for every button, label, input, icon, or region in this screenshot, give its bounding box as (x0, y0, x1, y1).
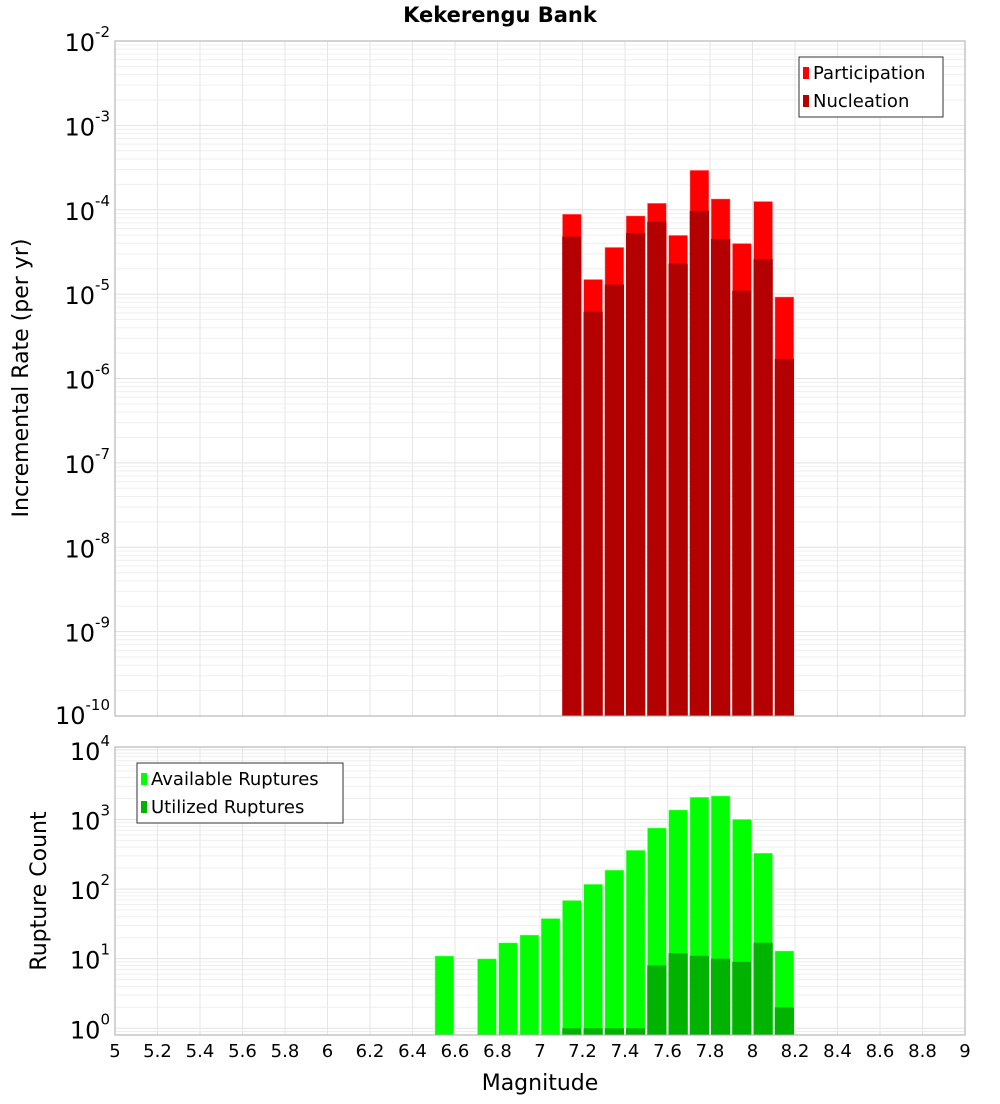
x-tick-label: 7.4 (611, 1041, 640, 1062)
bar-nucleation (604, 284, 624, 716)
y-tick-label: 10-4 (64, 192, 110, 226)
legend-swatch-utilized-ruptures (141, 801, 147, 813)
y-tick-label: 10-9 (64, 614, 110, 648)
x-tick-label: 5.4 (186, 1041, 215, 1062)
bar-nucleation (711, 239, 731, 716)
bar-utilized-ruptures (711, 958, 731, 1035)
x-tick-label: 7.2 (568, 1041, 597, 1062)
plot-border (114, 746, 966, 1036)
legend-box (136, 762, 344, 824)
legend-swatch-participation (803, 67, 809, 79)
bar-available-ruptures (434, 955, 455, 1036)
bar-nucleation (562, 236, 582, 716)
y-tick-label: 10-6 (64, 361, 110, 395)
y-tick-label: 100 (70, 1010, 110, 1044)
x-axis-label: Magnitude (482, 1071, 599, 1096)
bar-available-ruptures (540, 917, 561, 1036)
bar-nucleation (774, 359, 794, 716)
bar-utilized-ruptures (583, 1028, 603, 1035)
bottom-y-axis-label: Rupture Count (27, 811, 52, 971)
bar-utilized-ruptures (647, 965, 667, 1035)
bar-nucleation (647, 221, 667, 716)
legend: Participation Nucleation (798, 56, 944, 118)
x-tick-label: 8.2 (781, 1041, 810, 1062)
x-tick-label: 5.6 (228, 1041, 257, 1062)
bar-utilized-ruptures (668, 953, 688, 1035)
bar-available-ruptures (583, 883, 604, 1036)
y-tick-label: 10-8 (64, 529, 110, 563)
bar-nucleation (626, 233, 646, 716)
bar-available-ruptures (519, 934, 540, 1036)
chart-title: Kekerengu Bank (403, 3, 598, 27)
y-tick-label: 101 (70, 941, 110, 975)
x-tick-label: 8.4 (823, 1041, 852, 1062)
y-tick-label: 104 (70, 732, 110, 766)
legend-label: Available Ruptures (151, 769, 319, 790)
y-tick-label: 10-7 (64, 445, 110, 479)
x-tick-label: 6 (322, 1041, 333, 1062)
plot-border (114, 40, 966, 717)
y-tick-label: 10-3 (64, 107, 110, 141)
y-tick-label: 103 (70, 801, 110, 835)
bar-nucleation (583, 311, 603, 716)
legend-label: Utilized Ruptures (151, 797, 304, 818)
x-tick-label: 7 (534, 1041, 545, 1062)
x-tick-label: 7.6 (653, 1041, 682, 1062)
legend-swatch-nucleation (803, 95, 809, 107)
legend-label: Participation (813, 63, 925, 84)
bar-available-ruptures (498, 942, 519, 1036)
bar-utilized-ruptures (753, 942, 773, 1035)
bar-available-ruptures (476, 958, 497, 1036)
y-tick-label: 10-2 (64, 23, 110, 57)
bar-available-ruptures (604, 869, 625, 1036)
bar-nucleation (732, 290, 752, 716)
x-tick-label: 8.6 (866, 1041, 895, 1062)
top-y-axis-label: Incremental Rate (per yr) (9, 239, 34, 518)
bar-utilized-ruptures (732, 961, 752, 1035)
legend-label: Nucleation (813, 91, 909, 112)
bar-utilized-ruptures (604, 1028, 624, 1035)
bar-nucleation (668, 263, 688, 716)
x-tick-label: 5.8 (271, 1041, 300, 1062)
bar-utilized-ruptures (562, 1028, 582, 1035)
x-tick-label: 6.8 (483, 1041, 512, 1062)
bar-available-ruptures (625, 849, 646, 1036)
legend-swatch-available-ruptures (141, 773, 147, 785)
y-tick-label: 10-5 (64, 276, 110, 310)
legend: Available Ruptures Utilized Ruptures (136, 762, 344, 824)
x-tick-label: 6.2 (356, 1041, 385, 1062)
x-tick-label: 5 (109, 1041, 120, 1062)
x-tick-label: 9 (959, 1041, 970, 1062)
x-tick-label: 5.2 (143, 1041, 172, 1062)
bar-utilized-ruptures (689, 955, 709, 1035)
legend-box (798, 56, 944, 118)
bar-nucleation (689, 210, 709, 716)
x-tick-label: 6.4 (398, 1041, 427, 1062)
y-tick-label: 10-10 (55, 696, 110, 730)
bar-nucleation (753, 259, 773, 716)
bar-utilized-ruptures (774, 1007, 794, 1035)
bar-available-ruptures (561, 899, 582, 1036)
x-tick-label: 8.8 (908, 1041, 937, 1062)
x-tick-label: 7.8 (696, 1041, 725, 1062)
x-tick-label: 6.6 (441, 1041, 470, 1062)
x-tick-label: 8 (747, 1041, 758, 1062)
y-tick-label: 102 (70, 871, 110, 905)
bar-utilized-ruptures (626, 1028, 646, 1035)
